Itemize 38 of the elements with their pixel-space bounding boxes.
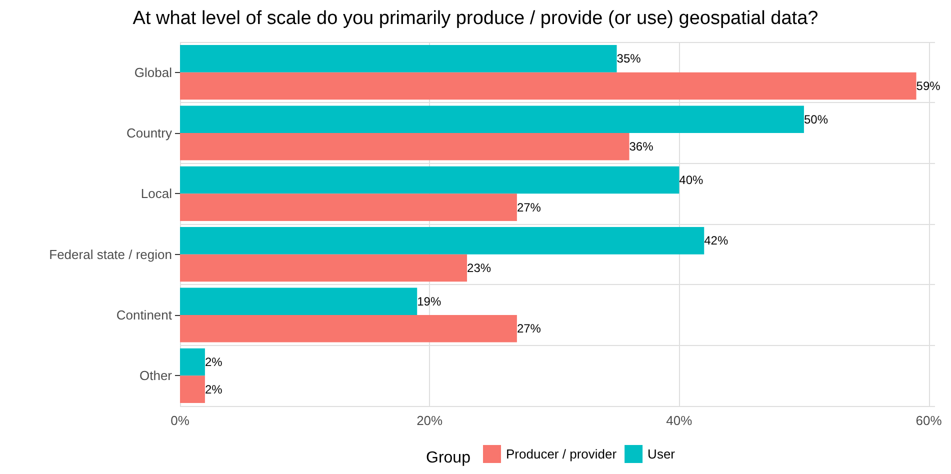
legend-label: User xyxy=(648,446,676,462)
bar xyxy=(180,315,517,342)
bar xyxy=(180,45,617,72)
data-label: 59% xyxy=(916,78,941,93)
x-tick-label: 0% xyxy=(170,413,190,428)
y-tick-label: Federal state / region xyxy=(49,246,172,262)
data-label: 2% xyxy=(204,355,223,370)
data-label: 35% xyxy=(616,52,642,66)
bar xyxy=(180,72,916,100)
legend-label: Producer / provider xyxy=(506,446,618,462)
x-tick-label: 20% xyxy=(416,413,444,428)
x-tick-label: 60% xyxy=(916,413,942,428)
legend-title: Group xyxy=(426,450,471,466)
bar xyxy=(180,227,704,254)
data-label: 23% xyxy=(467,260,492,275)
data-label: 2% xyxy=(204,382,223,396)
x-tick-label: 40% xyxy=(666,413,693,428)
bar xyxy=(180,288,418,315)
data-label: 42% xyxy=(704,234,728,248)
bar xyxy=(180,348,205,376)
y-tick-label: Continent xyxy=(116,308,172,322)
y-tick-label: Global xyxy=(134,64,172,80)
bar xyxy=(180,133,630,160)
y-tick-label: Local xyxy=(140,186,172,202)
y-tick-label: Other xyxy=(139,368,173,384)
bar xyxy=(180,254,468,282)
bar xyxy=(180,376,205,403)
data-label: 40% xyxy=(679,173,704,188)
data-label: 36% xyxy=(629,140,654,154)
bar xyxy=(180,194,517,221)
data-label: 50% xyxy=(804,112,828,126)
data-label: 27% xyxy=(516,200,542,214)
data-label: 27% xyxy=(516,322,542,336)
data-label: 19% xyxy=(417,294,442,308)
bar xyxy=(180,166,680,194)
chart-title: At what level of scale do you primarily produce / provide (or use) geospatial data? xyxy=(132,8,818,29)
bar xyxy=(180,106,804,133)
y-tick-label: Country xyxy=(126,126,172,140)
